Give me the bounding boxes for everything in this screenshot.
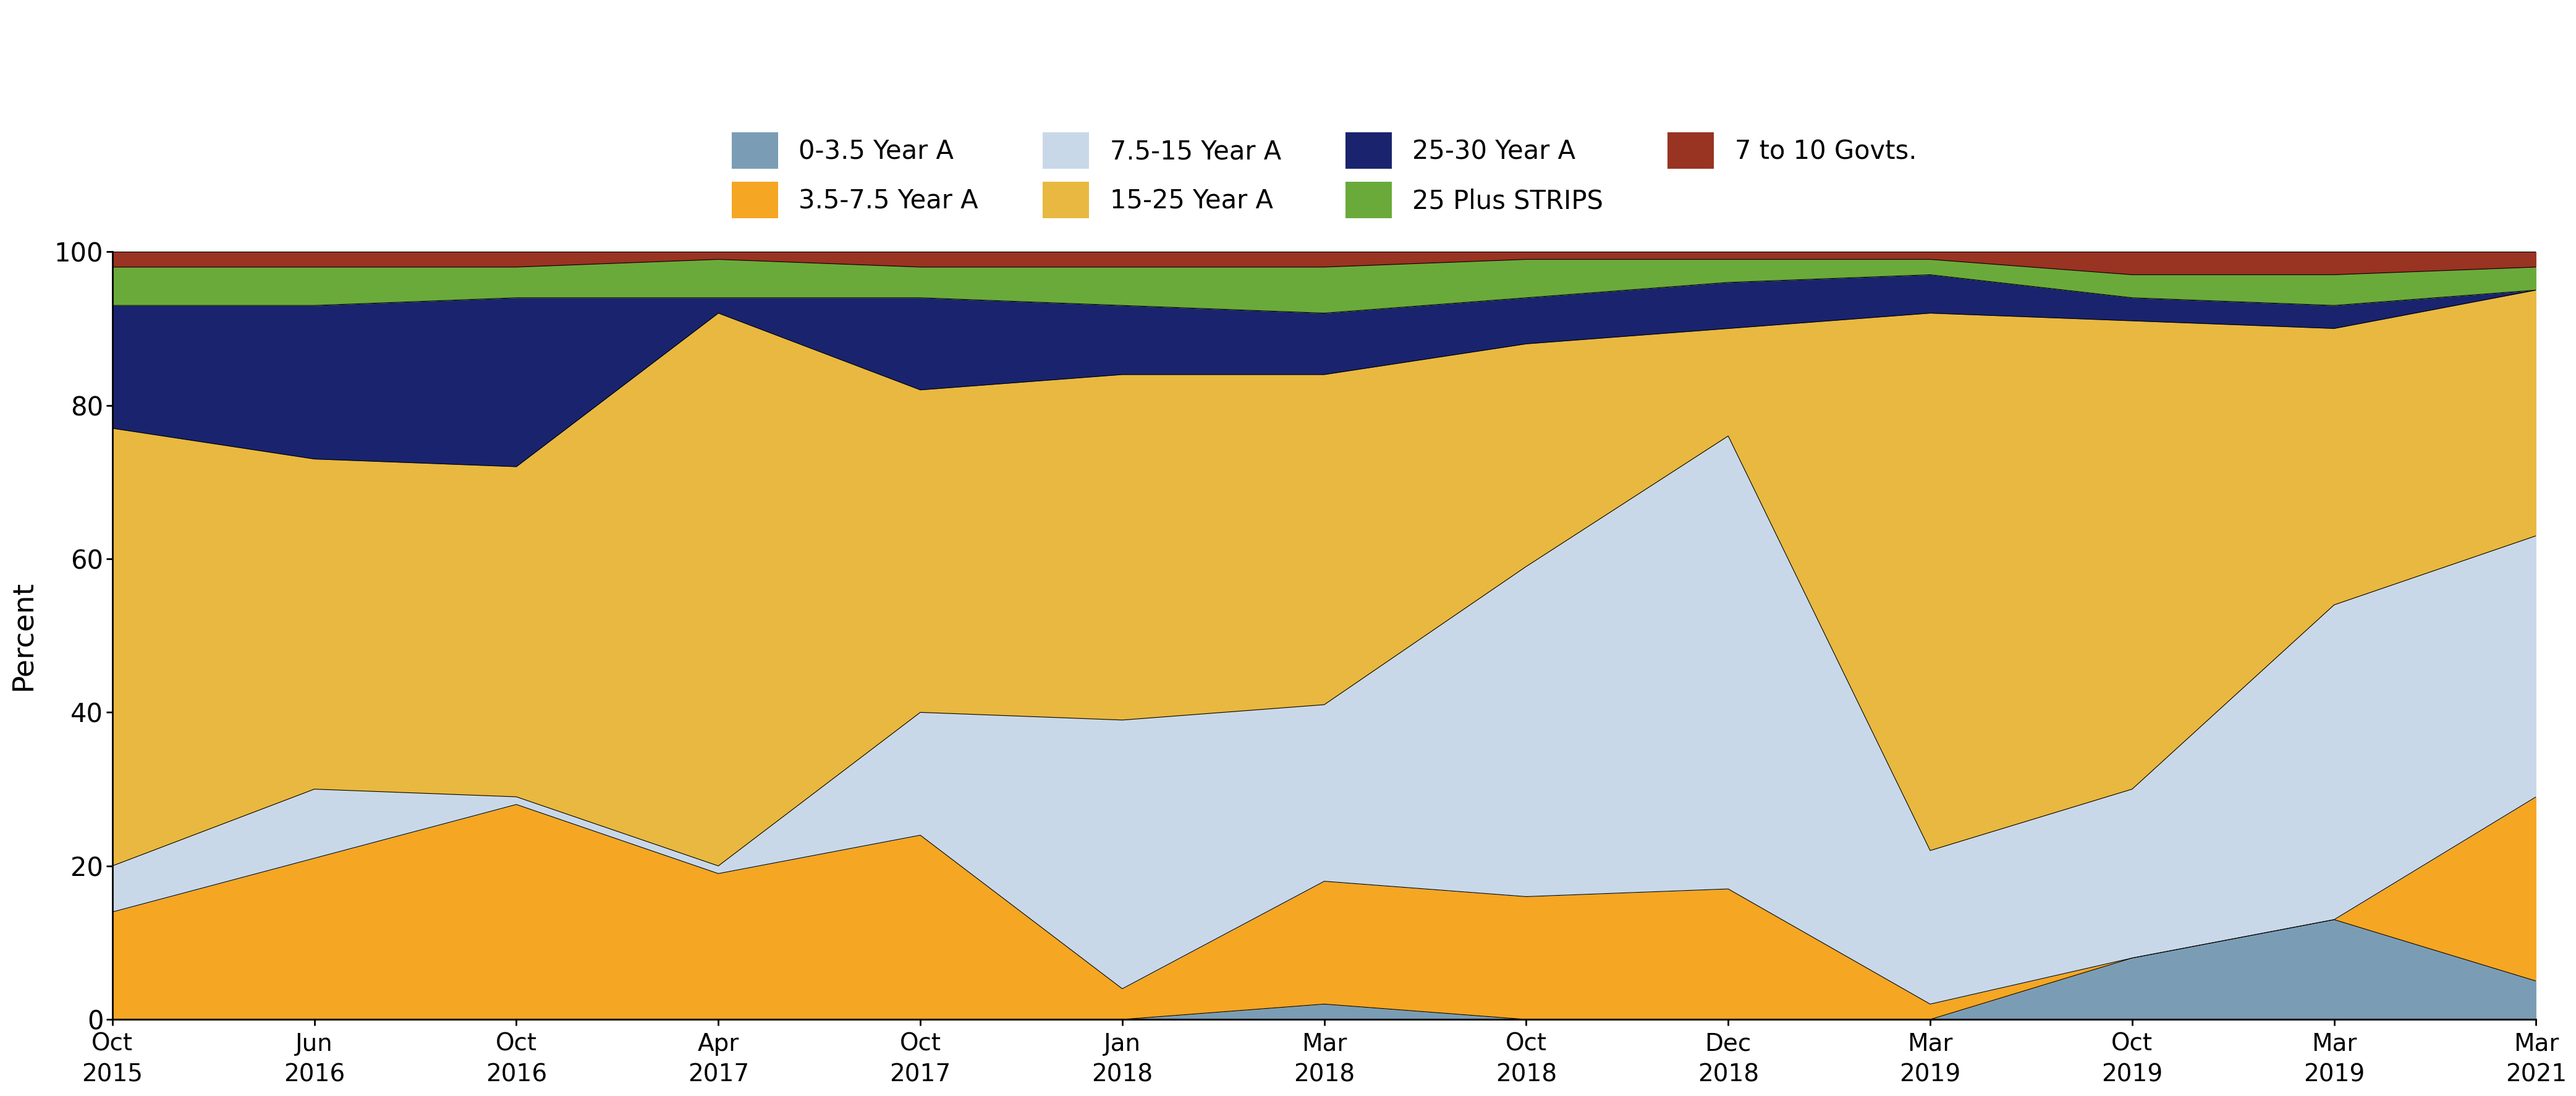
Legend: 0-3.5 Year A, 3.5-7.5 Year A, 7.5-15 Year A, 15-25 Year A, 25-30 Year A, 25 Plus: 0-3.5 Year A, 3.5-7.5 Year A, 7.5-15 Yea… bbox=[719, 119, 1929, 231]
Y-axis label: Percent: Percent bbox=[10, 581, 36, 690]
